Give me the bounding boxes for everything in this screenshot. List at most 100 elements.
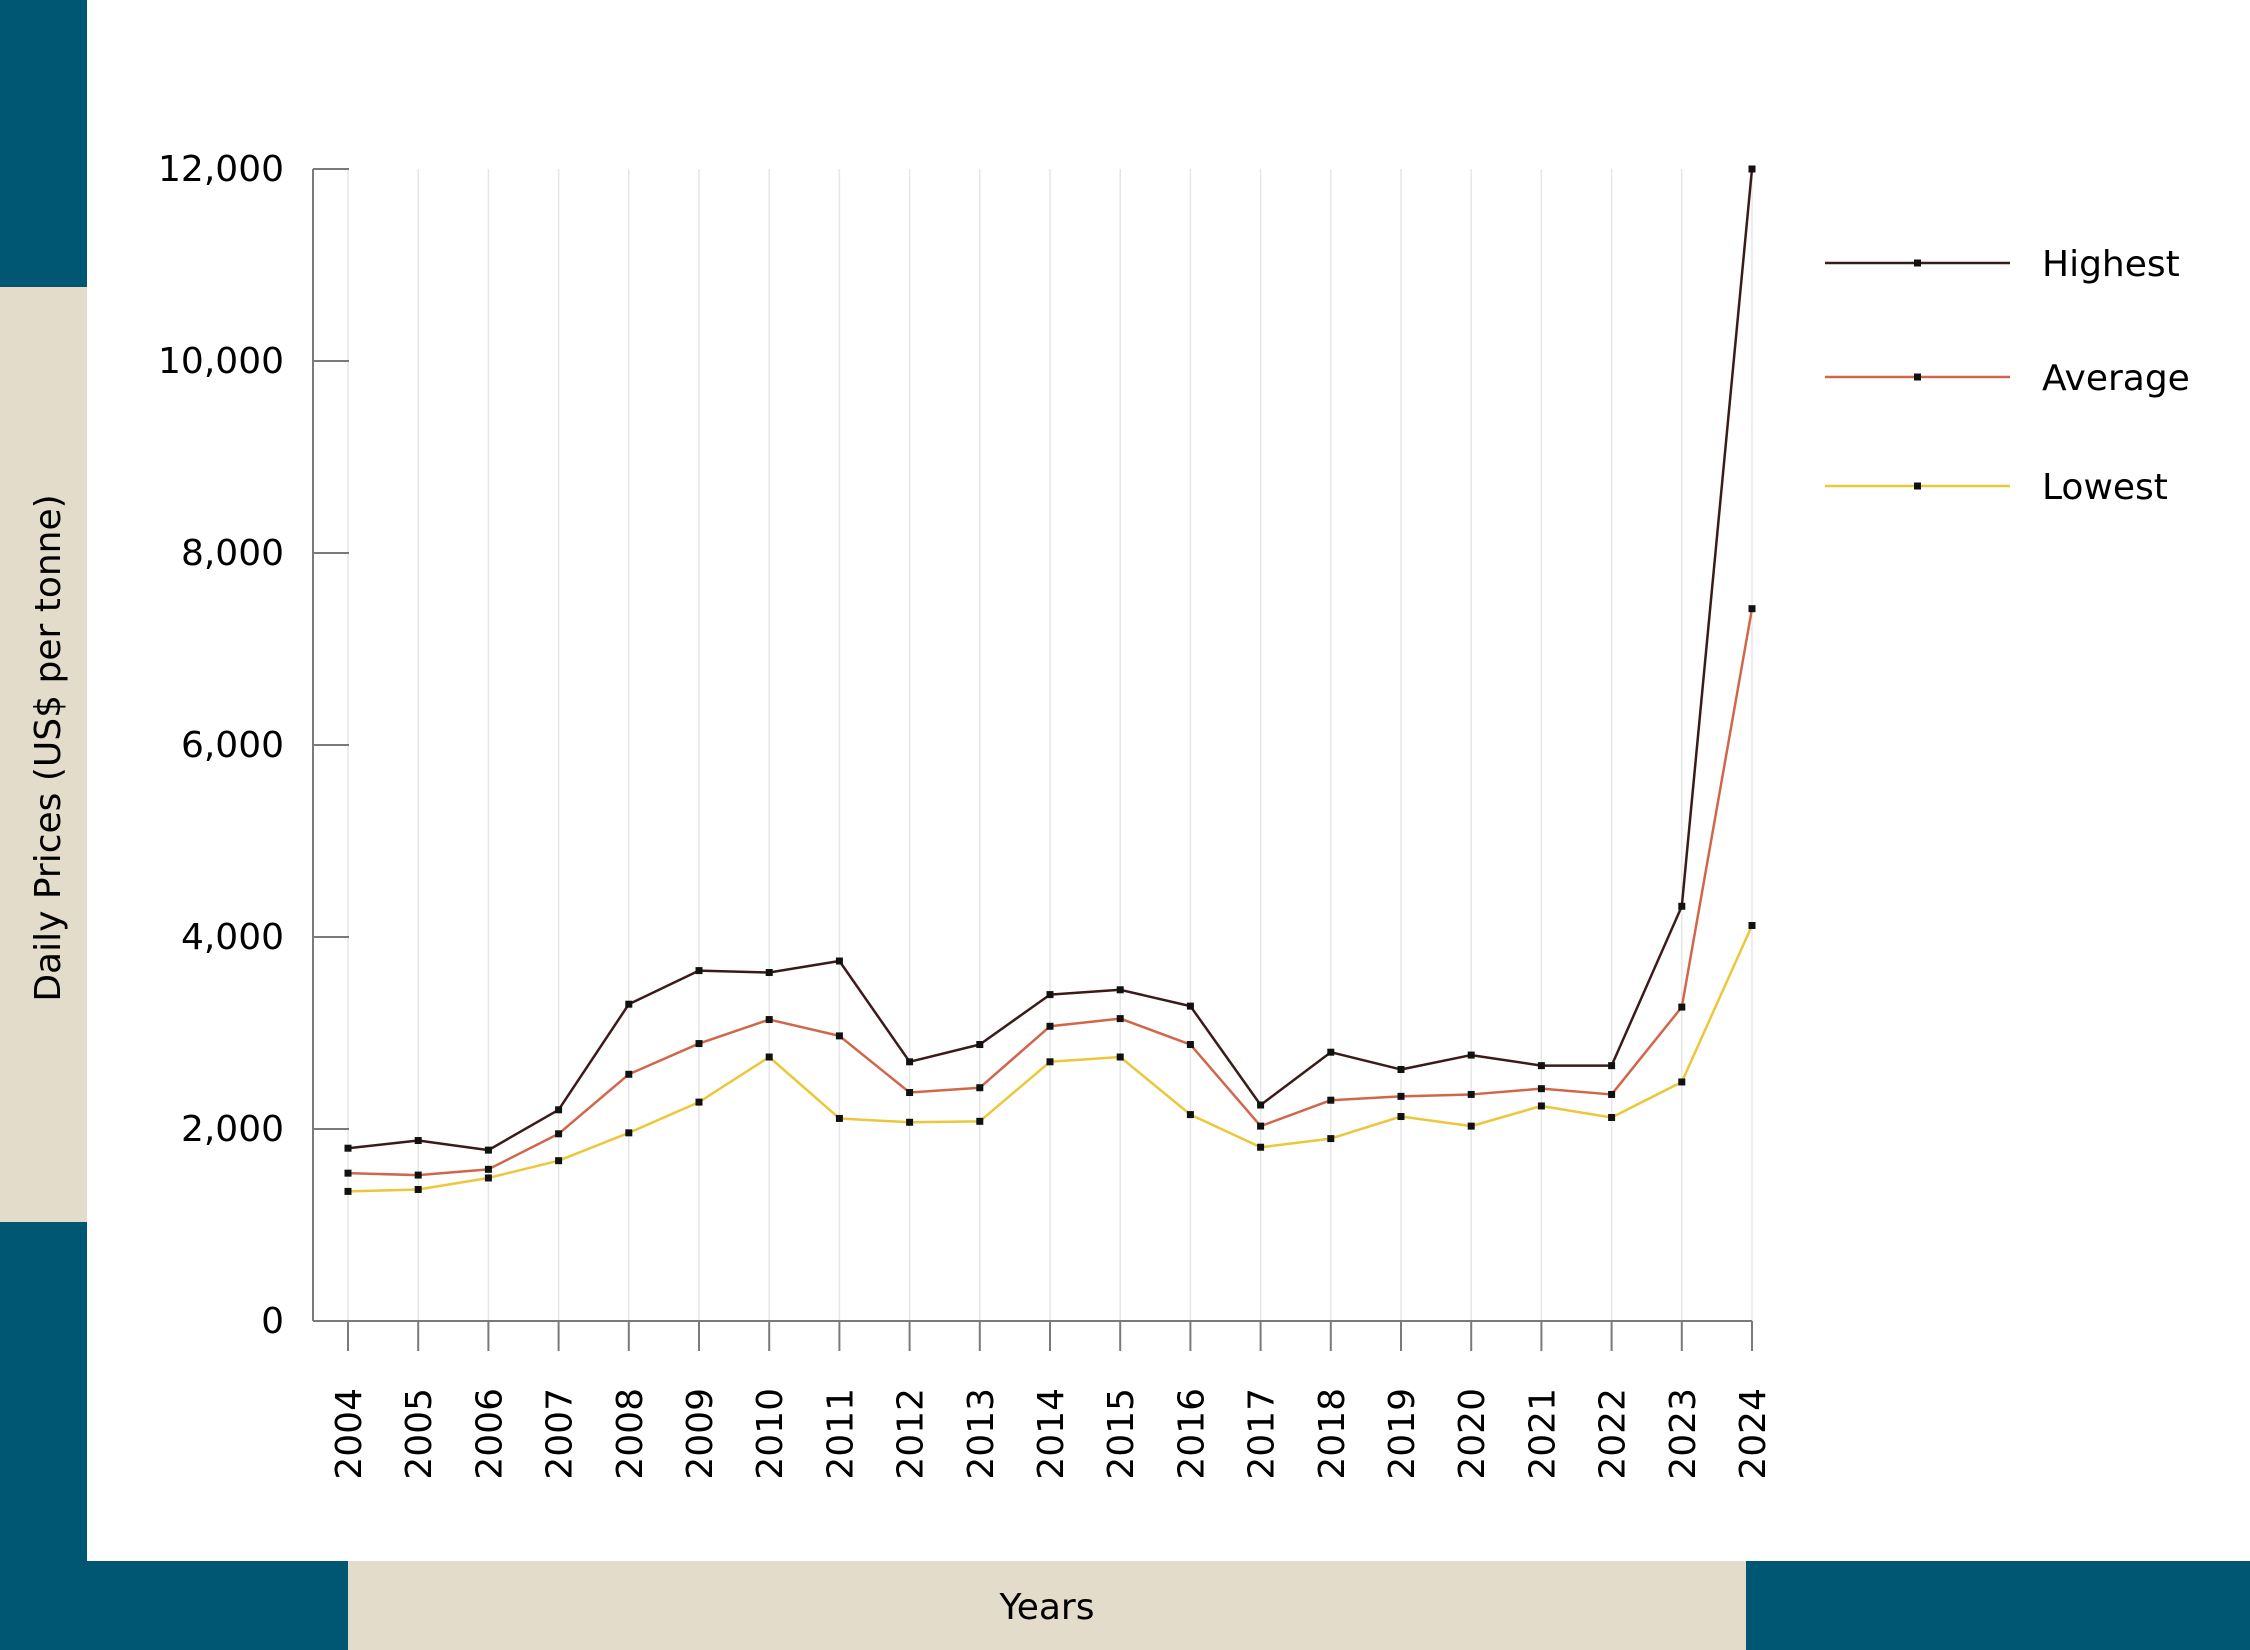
legend-marker-lowest (1914, 482, 1921, 490)
point-average-2023 (1678, 1003, 1686, 1011)
point-lowest-2004 (344, 1187, 352, 1195)
legend-label-highest: Highest (2042, 244, 2180, 285)
x-tick-label-2015: 2015 (1101, 1388, 1142, 1480)
point-highest-2007 (555, 1106, 563, 1114)
y-tick-label-0: 0 (261, 1301, 284, 1342)
point-lowest-2019 (1397, 1113, 1405, 1121)
y-tick-label-12000: 12,000 (158, 149, 284, 190)
x-tick-label-2005: 2005 (399, 1388, 440, 1480)
point-highest-2022 (1608, 1062, 1616, 1070)
point-average-2015 (1116, 1015, 1124, 1023)
legend-marker-average (1914, 373, 1921, 381)
point-highest-2023 (1678, 902, 1686, 910)
y-tick-label-2000: 2,000 (181, 1109, 284, 1150)
x-tick-label-2016: 2016 (1171, 1388, 1212, 1480)
x-axis-title: Years (999, 1587, 1095, 1628)
point-lowest-2013 (976, 1117, 984, 1125)
x-tick-label-2018: 2018 (1312, 1388, 1353, 1480)
point-average-2019 (1397, 1092, 1405, 1100)
point-highest-2009 (695, 967, 703, 975)
point-average-2024 (1748, 605, 1756, 613)
point-lowest-2016 (1186, 1111, 1194, 1119)
legend-label-average: Average (2042, 358, 2190, 399)
point-lowest-2007 (555, 1157, 563, 1165)
point-lowest-2021 (1537, 1102, 1545, 1110)
x-tick-label-2014: 2014 (1031, 1388, 1072, 1480)
point-highest-2011 (835, 957, 843, 965)
x-tick-label-2013: 2013 (961, 1388, 1002, 1480)
x-tick-label-2020: 2020 (1452, 1388, 1493, 1480)
frame-light-bottom (348, 1561, 1746, 1650)
frame-dark-left-top (0, 0, 87, 287)
point-average-2017 (1257, 1122, 1265, 1130)
point-highest-2006 (484, 1146, 492, 1154)
point-highest-2010 (765, 969, 773, 977)
point-lowest-2010 (765, 1053, 773, 1061)
x-axis-ticks: 2004 2005 2006 2007 2008 2009 2010 2011 2012 2013… (329, 1321, 1774, 1480)
x-tick-label-2006: 2006 (469, 1388, 510, 1480)
grid-lines (347, 169, 1753, 1321)
x-tick-label-2022: 2022 (1593, 1388, 1634, 1480)
point-average-2013 (976, 1084, 984, 1092)
point-highest-2005 (414, 1137, 422, 1145)
point-average-2008 (625, 1070, 633, 1078)
point-lowest-2024 (1748, 921, 1756, 929)
point-highest-2013 (976, 1041, 984, 1049)
point-highest-2024 (1748, 165, 1756, 173)
frame-dark-left-bottom (0, 1222, 87, 1650)
x-tick-label-2017: 2017 (1242, 1388, 1283, 1480)
point-average-2005 (414, 1171, 422, 1179)
point-highest-2018 (1327, 1048, 1335, 1056)
y-tick-label-6000: 6,000 (181, 725, 284, 766)
point-lowest-2006 (484, 1174, 492, 1182)
point-highest-2012 (906, 1058, 914, 1066)
point-highest-2014 (1046, 991, 1054, 999)
point-average-2011 (835, 1032, 843, 1040)
point-average-2016 (1186, 1041, 1194, 1049)
point-lowest-2023 (1678, 1078, 1686, 1086)
point-lowest-2012 (906, 1118, 914, 1126)
point-average-2020 (1467, 1090, 1475, 1098)
point-average-2004 (344, 1169, 352, 1177)
x-tick-label-2007: 2007 (540, 1388, 581, 1480)
x-tick-label-2023: 2023 (1663, 1388, 1704, 1480)
point-lowest-2011 (835, 1114, 843, 1122)
legend-marker-highest (1914, 259, 1921, 267)
point-average-2022 (1608, 1090, 1616, 1098)
point-average-2009 (695, 1040, 703, 1048)
point-average-2010 (765, 1016, 773, 1024)
point-lowest-2017 (1257, 1143, 1265, 1151)
point-highest-2004 (344, 1144, 352, 1152)
point-lowest-2008 (625, 1129, 633, 1137)
point-lowest-2014 (1046, 1058, 1054, 1066)
legend: Highest Average Lowest (1825, 244, 2190, 508)
x-tick-label-2011: 2011 (820, 1388, 861, 1480)
point-lowest-2020 (1467, 1122, 1475, 1130)
point-highest-2016 (1186, 1002, 1194, 1010)
y-axis-ticks: 0 2,000 4,000 6,000 8,000 10,000 12,000 (158, 149, 349, 1342)
y-axis-title: Daily Prices (US$ per tonne) (28, 494, 69, 1001)
point-highest-2019 (1397, 1065, 1405, 1073)
point-average-2014 (1046, 1022, 1054, 1030)
y-tick-label-8000: 8,000 (181, 533, 284, 574)
x-tick-label-2021: 2021 (1522, 1388, 1563, 1480)
x-tick-label-2012: 2012 (891, 1388, 932, 1480)
point-highest-2017 (1257, 1101, 1265, 1109)
point-lowest-2009 (695, 1098, 703, 1106)
series-layer (344, 165, 1756, 1195)
point-average-2012 (906, 1089, 914, 1097)
point-highest-2015 (1116, 986, 1124, 994)
point-average-2018 (1327, 1096, 1335, 1104)
x-tick-label-2004: 2004 (329, 1388, 370, 1480)
point-lowest-2015 (1116, 1053, 1124, 1061)
x-tick-label-2010: 2010 (750, 1388, 791, 1480)
x-tick-label-2024: 2024 (1733, 1388, 1774, 1480)
legend-label-lowest: Lowest (2042, 467, 2168, 508)
x-tick-label-2008: 2008 (610, 1388, 651, 1480)
point-average-2007 (555, 1130, 563, 1138)
y-tick-label-10000: 10,000 (158, 341, 284, 382)
point-lowest-2022 (1608, 1113, 1616, 1121)
point-lowest-2018 (1327, 1135, 1335, 1143)
x-tick-label-2009: 2009 (680, 1388, 721, 1480)
